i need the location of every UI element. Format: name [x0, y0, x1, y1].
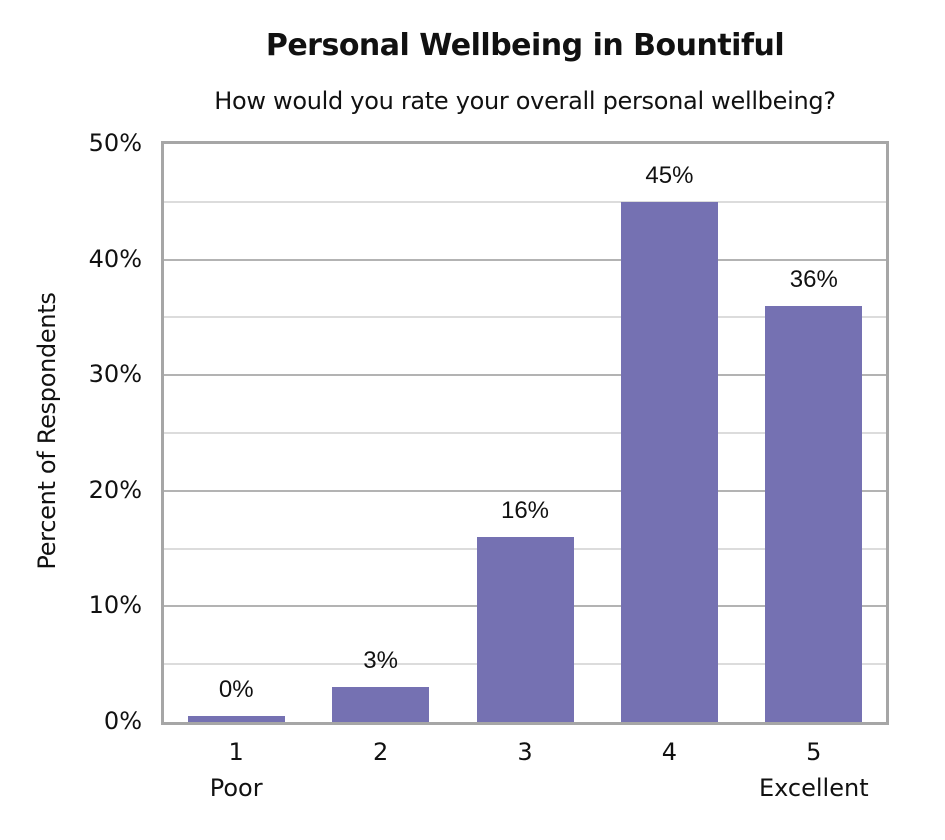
bar-2 — [332, 687, 430, 722]
x-tick-number: 1 — [228, 738, 244, 766]
data-label: 0% — [218, 676, 254, 704]
minor-gridline — [164, 432, 886, 434]
x-tick-sublabel: Excellent — [758, 774, 869, 802]
y-tick-label: 50% — [88, 129, 142, 157]
x-tick-label: 3 — [517, 734, 532, 770]
data-label: 16% — [500, 497, 550, 525]
x-tick-sublabel: Poor — [209, 774, 263, 802]
data-label: 3% — [363, 647, 398, 675]
x-tick-label: 5 Excellent — [759, 734, 869, 806]
minor-gridline — [164, 316, 886, 319]
major-gridline — [164, 374, 886, 377]
data-label: 45% — [645, 161, 694, 189]
x-tick-number: 3 — [517, 738, 533, 766]
major-gridline — [164, 489, 886, 492]
y-tick-label: 30% — [88, 360, 142, 389]
bar-5 — [765, 305, 863, 722]
x-tick-label: 2 — [373, 734, 388, 770]
bar-1 — [187, 716, 285, 722]
plot-area — [161, 141, 889, 725]
x-tick-number: 2 — [372, 738, 389, 766]
x-tick-label: 4 — [662, 734, 677, 770]
x-tick-number: 5 — [806, 738, 822, 766]
y-tick-label: 40% — [88, 244, 142, 273]
y-axis-label: Percent of Respondents — [33, 292, 61, 570]
x-tick-label: 1 Poor — [210, 734, 263, 806]
chart-subtitle: How would you rate your overall personal… — [214, 87, 836, 115]
x-tick-number: 4 — [661, 738, 678, 766]
data-label: 36% — [789, 265, 838, 293]
chart-title: Personal Wellbeing in Bountiful — [265, 28, 785, 63]
y-tick-label: 0% — [103, 707, 142, 735]
bar-3 — [476, 537, 574, 722]
minor-gridline — [164, 200, 886, 203]
y-tick-label: 20% — [88, 475, 142, 504]
major-gridline — [164, 258, 886, 261]
y-tick-label: 10% — [88, 591, 142, 620]
bar-4 — [620, 201, 718, 722]
